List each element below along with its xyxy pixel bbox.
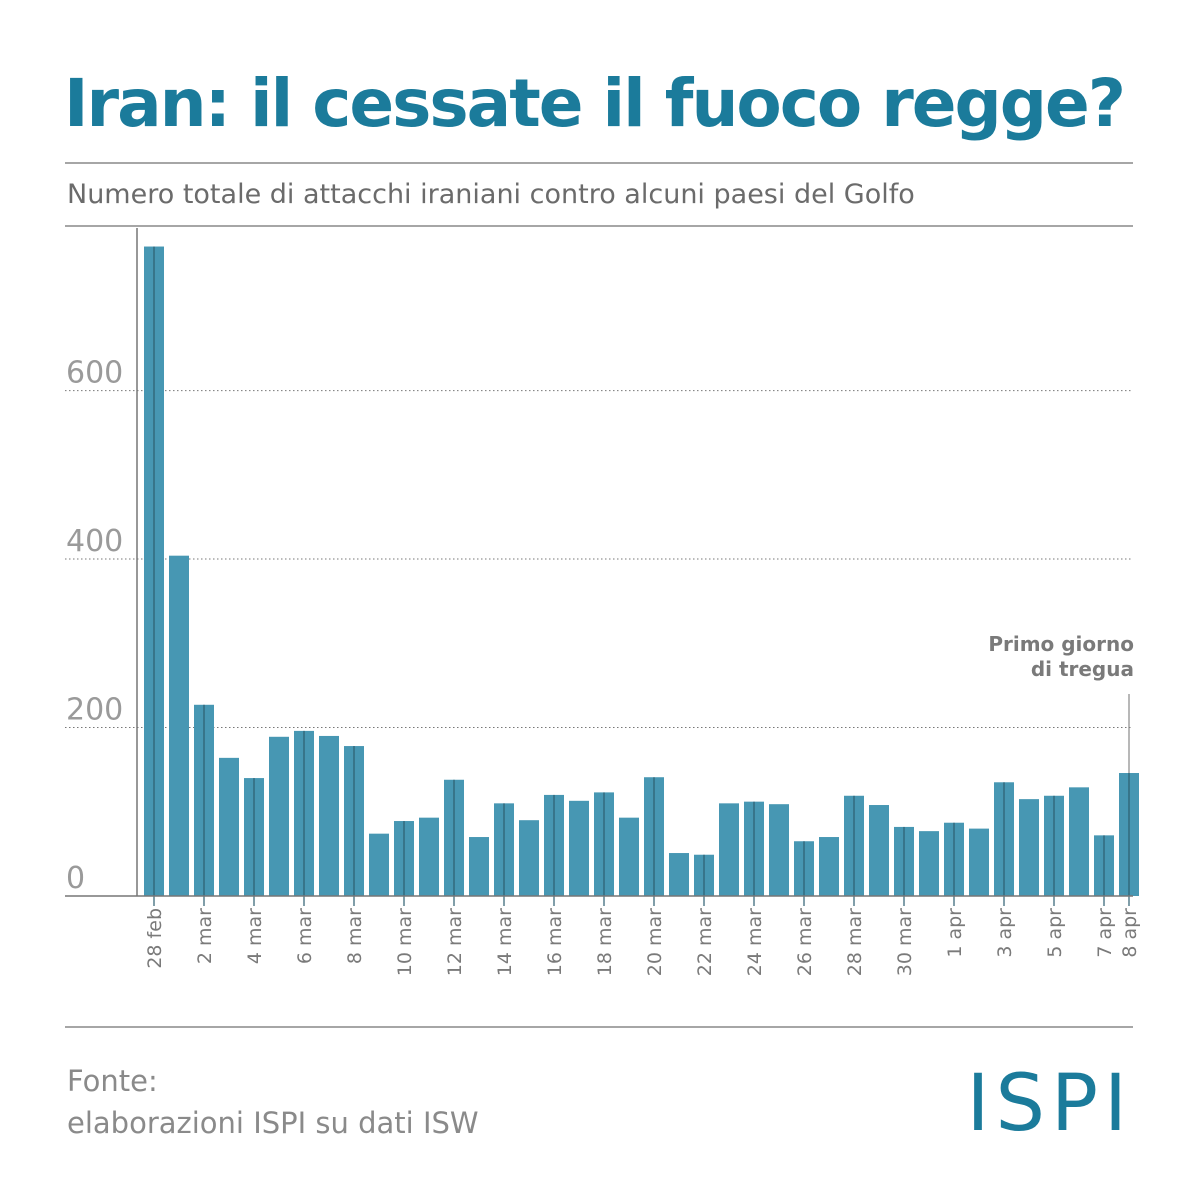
bar [869, 805, 889, 896]
x-tick-label: 30 mar [894, 908, 916, 976]
bar [519, 820, 539, 896]
bar [219, 757, 239, 896]
x-tick-label: 26 mar [794, 908, 816, 976]
y-tick-label: 400 [66, 524, 123, 559]
bar [419, 817, 439, 896]
source-label: Fonte: [67, 1064, 158, 1098]
x-tick-label: 22 mar [694, 908, 716, 976]
x-tick-label: 20 mar [644, 908, 666, 976]
subtitle: Numero totale di attacchi iraniani contr… [67, 179, 915, 210]
x-tick-label: 12 mar [444, 908, 466, 976]
bar [719, 803, 739, 896]
x-tick-label: 1 apr [944, 908, 966, 958]
bar [569, 800, 589, 896]
x-tick-label: 28 mar [844, 908, 866, 976]
y-tick-label: 600 [66, 356, 123, 391]
bar [369, 833, 389, 896]
bar [169, 555, 189, 896]
bar [319, 735, 339, 896]
bar [1019, 799, 1039, 896]
x-tick-label: 8 apr [1119, 908, 1141, 958]
bar [669, 853, 689, 896]
logo: ISPI [966, 1059, 1133, 1149]
bar [1069, 787, 1089, 896]
x-tick-label: 18 mar [594, 908, 616, 976]
bar [269, 736, 289, 896]
y-tick-label: 0 [66, 861, 85, 896]
bar [919, 831, 939, 896]
x-tick-label: 8 mar [344, 908, 366, 964]
x-tick-label: 3 apr [994, 908, 1016, 958]
x-tick-label: 5 apr [1044, 908, 1066, 958]
x-tick-label: 6 mar [294, 908, 316, 964]
bar [969, 828, 989, 896]
bar [469, 837, 489, 896]
x-tick-label: 24 mar [744, 908, 766, 976]
annotation: di tregua [1031, 657, 1134, 681]
x-tick-label: 14 mar [494, 908, 516, 976]
bar [769, 804, 789, 896]
bar [819, 837, 839, 896]
x-tick-label: 2 mar [194, 908, 216, 964]
x-tick-label: 28 feb [144, 908, 166, 969]
bar [619, 817, 639, 896]
chart-title: Iran: il cessate il fuoco regge? [64, 65, 1124, 142]
y-tick-label: 200 [66, 693, 123, 728]
x-tick-label: 10 mar [394, 908, 416, 976]
x-tick-label: 16 mar [544, 908, 566, 976]
x-tick-label: 7 apr [1094, 908, 1116, 958]
source-text: elaborazioni ISPI su dati ISW [67, 1106, 479, 1140]
x-tick-label: 4 mar [244, 908, 266, 964]
annotation: Primo giorno [988, 632, 1134, 656]
